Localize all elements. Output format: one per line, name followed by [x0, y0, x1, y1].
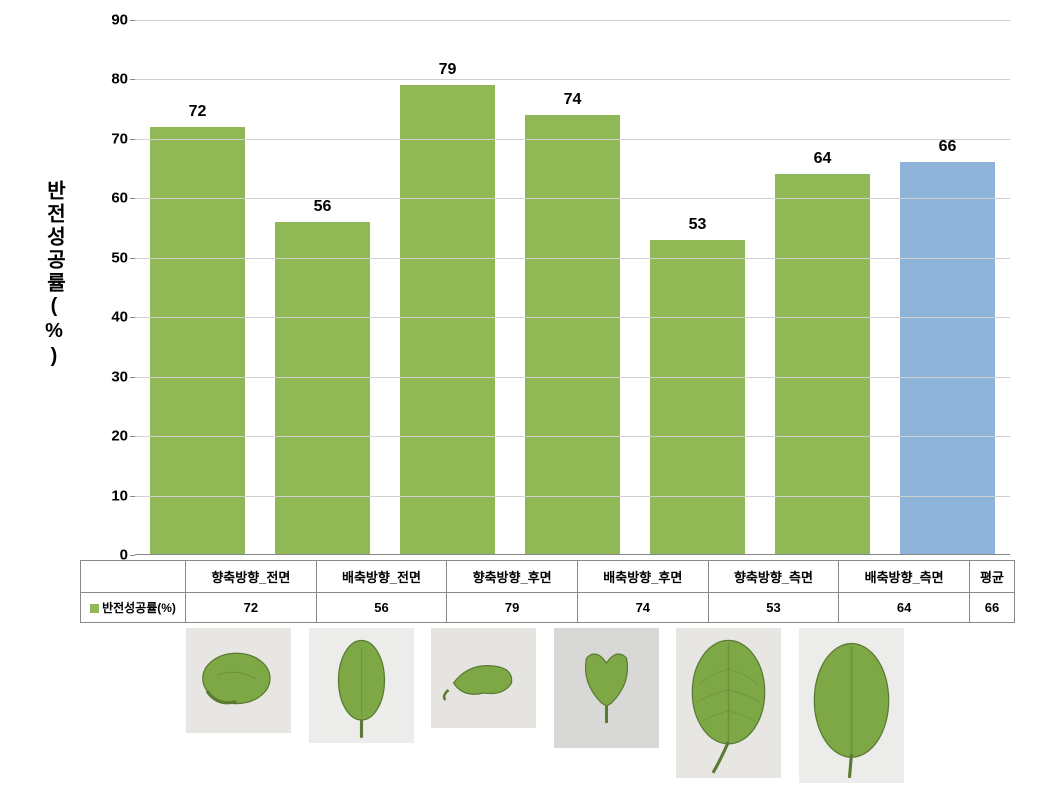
row-label-text: 반전성공률(%)	[102, 601, 176, 615]
bar-value-label: 53	[689, 216, 707, 234]
bar: 79	[400, 85, 495, 554]
plot-area: 72567974536466	[135, 20, 1010, 555]
gridline	[135, 436, 1010, 437]
data-table: 향축방향_전면 배축방향_전면 향축방향_후면 배축방향_후면 향축방향_측면 …	[80, 560, 1015, 623]
table-col-header: 향축방향_후면	[447, 561, 578, 593]
bar-slot: 66	[885, 20, 1010, 554]
y-tick-mark	[130, 496, 135, 497]
leaf-image	[799, 628, 904, 783]
y-tick-label: 70	[98, 130, 128, 147]
bar-value-label: 79	[439, 61, 457, 79]
leaf-image	[309, 628, 414, 743]
table-cell: 64	[839, 593, 970, 623]
gridline	[135, 198, 1010, 199]
y-tick-mark	[130, 436, 135, 437]
y-tick-mark	[130, 258, 135, 259]
table-cell: 72	[186, 593, 317, 623]
legend-marker-icon	[90, 604, 99, 613]
y-tick-label: 30	[98, 368, 128, 385]
table-col-header: 배축방향_후면	[577, 561, 708, 593]
table-cell: 74	[577, 593, 708, 623]
gridline	[135, 377, 1010, 378]
table-cell: 66	[969, 593, 1014, 623]
leaf-images-row	[186, 628, 904, 788]
table-col-header: 향축방향_전면	[186, 561, 317, 593]
bar-slot: 74	[510, 20, 635, 554]
y-tick-mark	[130, 198, 135, 199]
gridline	[135, 139, 1010, 140]
gridline	[135, 258, 1010, 259]
bar-slot: 79	[385, 20, 510, 554]
table-cell: 56	[316, 593, 447, 623]
y-tick-mark	[130, 555, 135, 556]
bar-slot: 53	[635, 20, 760, 554]
y-tick-label: 10	[98, 487, 128, 504]
bar-value-label: 72	[189, 103, 207, 121]
bar: 74	[525, 115, 620, 554]
table-col-header: 배축방향_측면	[839, 561, 970, 593]
leaf-image	[554, 628, 659, 748]
y-tick-label: 50	[98, 249, 128, 266]
y-tick-mark	[130, 377, 135, 378]
bar-slot: 72	[135, 20, 260, 554]
table-col-header: 배축방향_전면	[316, 561, 447, 593]
bars-container: 72567974536466	[135, 20, 1010, 554]
y-tick-mark	[130, 79, 135, 80]
bar: 56	[275, 222, 370, 554]
gridline	[135, 317, 1010, 318]
y-tick-label: 60	[98, 190, 128, 207]
gridline	[135, 20, 1010, 21]
y-tick-label: 80	[98, 71, 128, 88]
bar-slot: 56	[260, 20, 385, 554]
y-tick-label: 40	[98, 309, 128, 326]
leaf-image	[431, 628, 536, 728]
bar: 53	[650, 240, 745, 554]
bar-value-label: 66	[939, 138, 957, 156]
bar-value-label: 74	[564, 91, 582, 109]
table-corner-cell	[81, 561, 186, 593]
y-tick-label: 20	[98, 428, 128, 445]
gridline	[135, 496, 1010, 497]
gridline	[135, 79, 1010, 80]
y-tick-mark	[130, 317, 135, 318]
table-header-row: 향축방향_전면 배축방향_전면 향축방향_후면 배축방향_후면 향축방향_측면 …	[81, 561, 1015, 593]
table-col-header: 평균	[969, 561, 1014, 593]
bar-value-label: 56	[314, 198, 332, 216]
table-col-header: 향축방향_측면	[708, 561, 839, 593]
bar-value-label: 64	[814, 150, 832, 168]
bar-slot: 64	[760, 20, 885, 554]
bar: 72	[150, 127, 245, 554]
leaf-image	[676, 628, 781, 778]
table-cell: 79	[447, 593, 578, 623]
leaf-image	[186, 628, 291, 733]
y-axis-label: 반전성공률(%)	[40, 180, 69, 370]
y-tick-mark	[130, 139, 135, 140]
table-data-row: 반전성공률(%) 72 56 79 74 53 64 66	[81, 593, 1015, 623]
table-row-label: 반전성공률(%)	[81, 593, 186, 623]
y-tick-mark	[130, 20, 135, 21]
bar: 64	[775, 174, 870, 554]
table-cell: 53	[708, 593, 839, 623]
y-tick-label: 90	[98, 12, 128, 29]
